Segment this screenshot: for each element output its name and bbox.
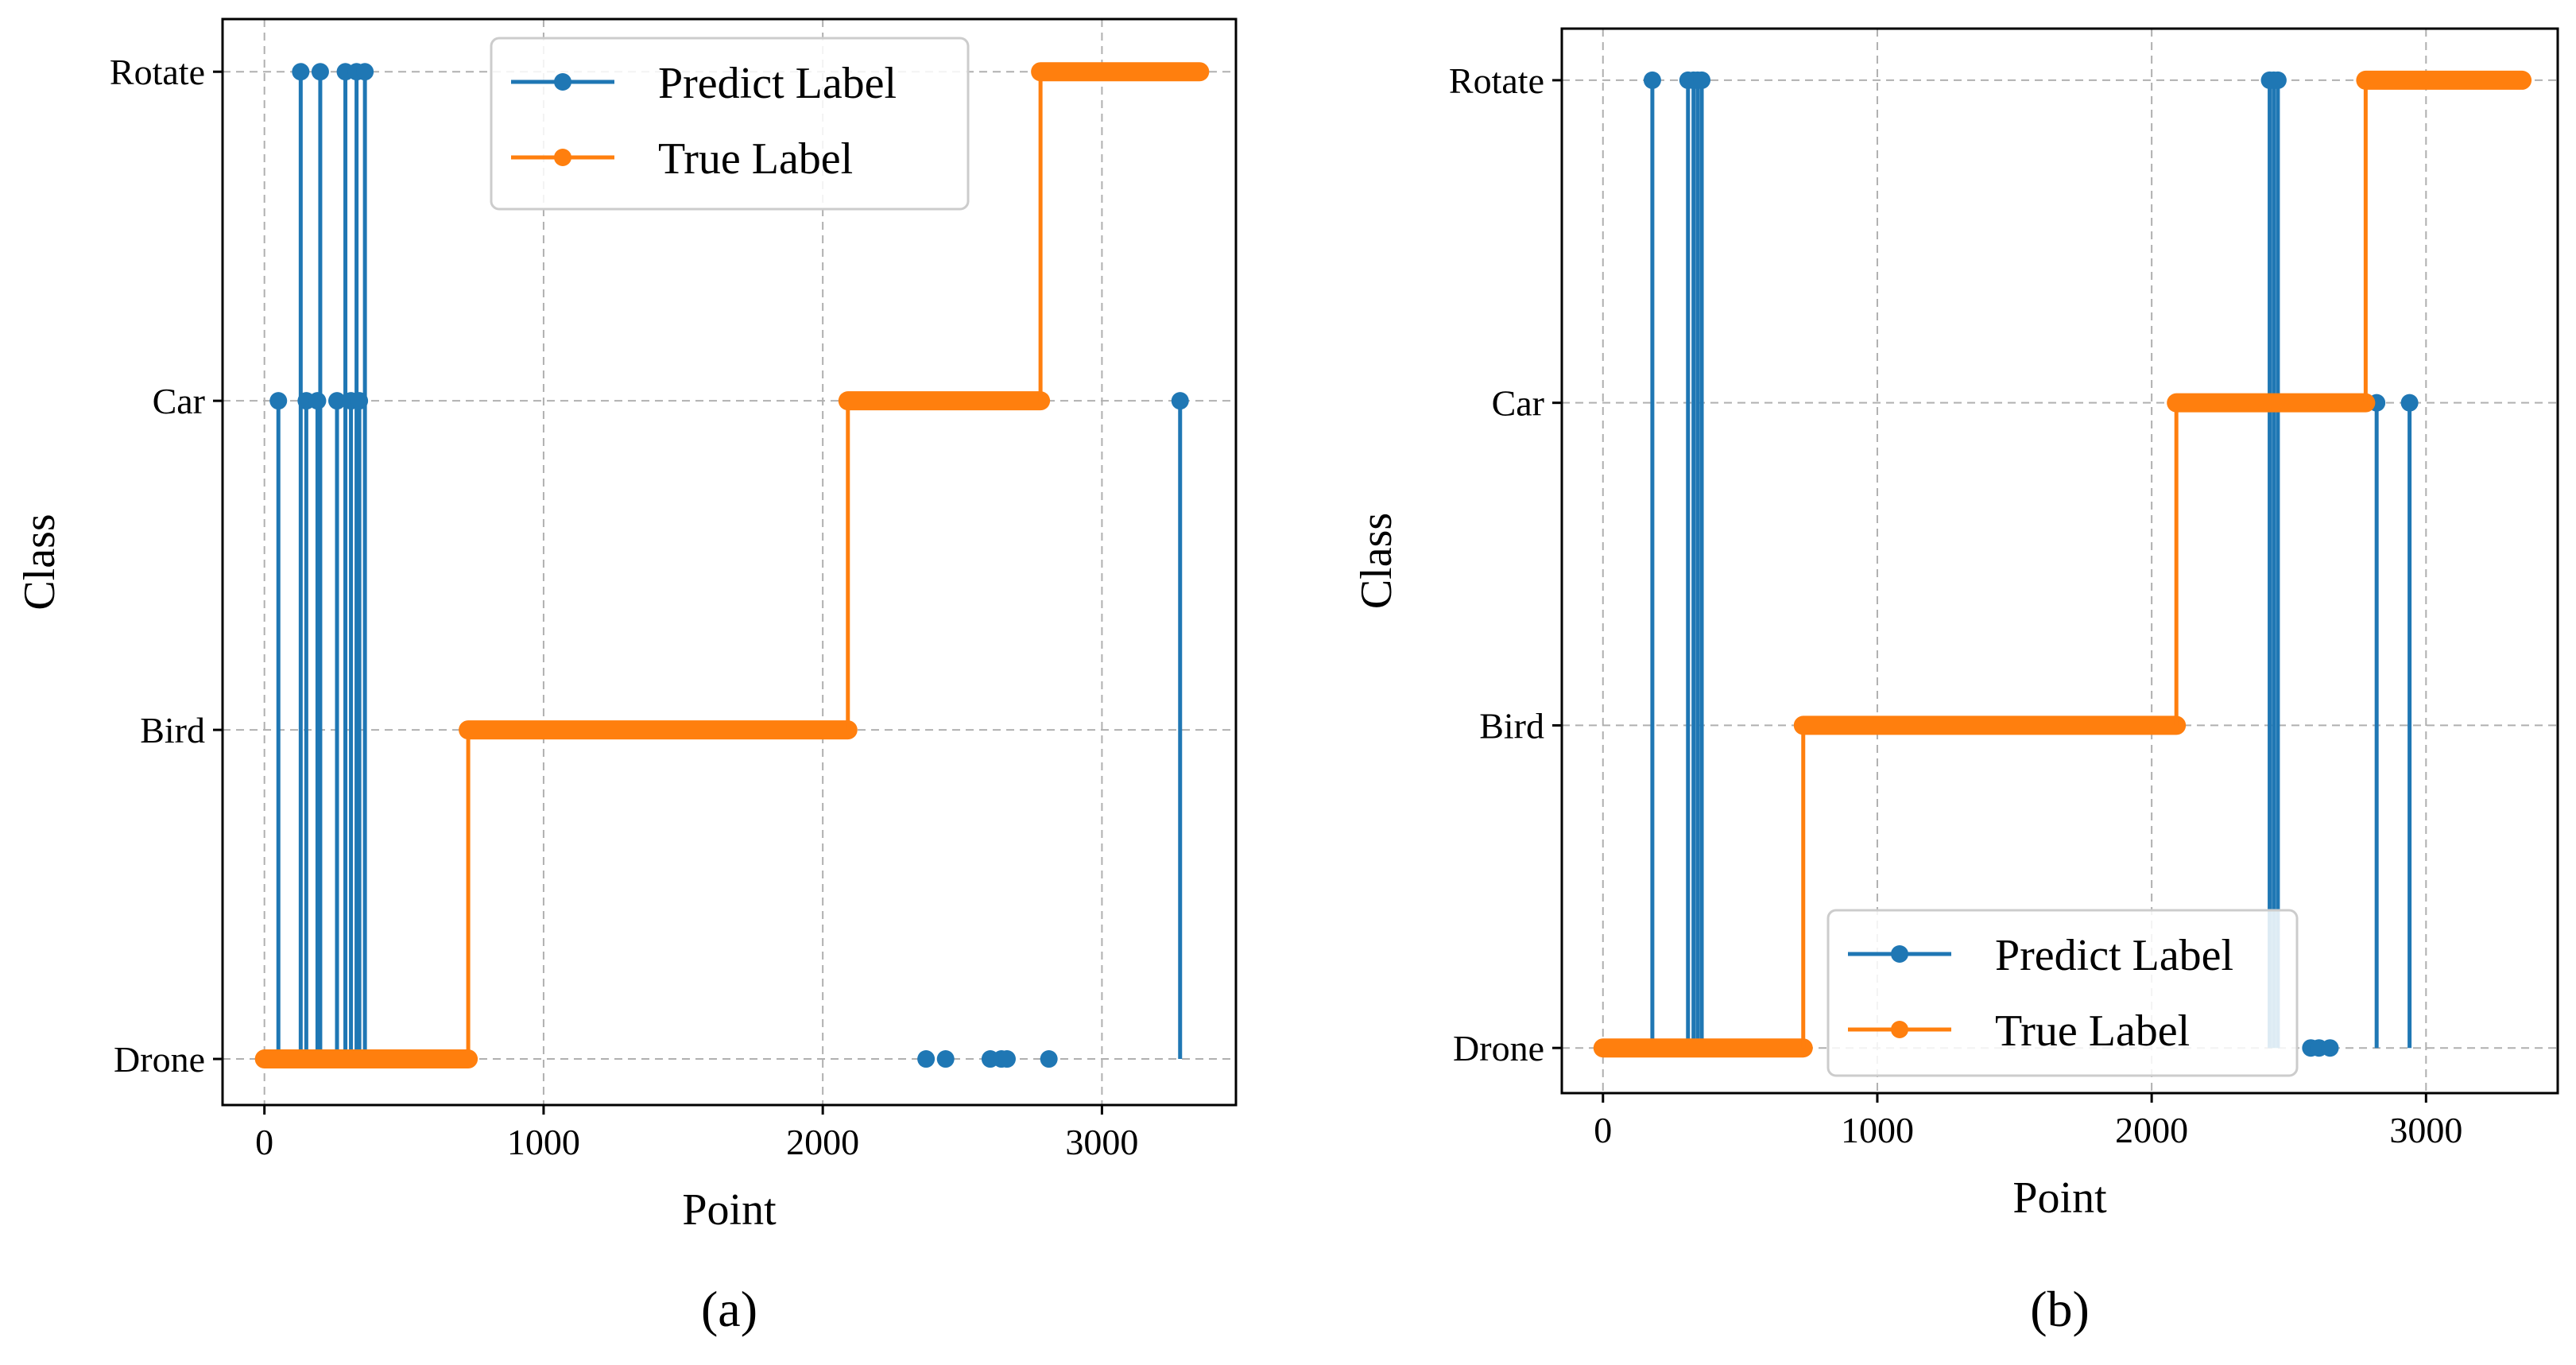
predict-marker (2400, 394, 2419, 412)
x-tick-label: 1000 (507, 1122, 580, 1162)
plot-frame (1560, 27, 2559, 1095)
predict-marker (1643, 71, 1661, 89)
legend: Predict Label True Label (1826, 909, 2299, 1077)
plot-area (1593, 70, 2532, 1058)
predict-marker (356, 63, 374, 81)
legend-true-marker (1891, 1021, 1908, 1038)
y-tick-label: Car (153, 381, 205, 421)
legend-box (1826, 909, 2299, 1077)
legend-predict-marker (554, 73, 571, 91)
legend-true-marker (554, 149, 571, 166)
x-tick-label: 0 (1594, 1110, 1612, 1150)
y-tick-label: Drone (114, 1039, 205, 1080)
x-tick-label: 1000 (1841, 1110, 1914, 1150)
panel-label: (b) (2030, 1281, 2090, 1337)
panel-b: 0 1000 2000 3000 Drone Bird Car Rotate Point Clas… (1352, 27, 2559, 1337)
y-tick-label: Car (1492, 383, 1544, 424)
legend-true-label: True Label (1995, 1006, 2190, 1056)
x-tick-label: 2000 (786, 1122, 859, 1162)
x-tick-label: 2000 (2115, 1110, 2188, 1150)
predict-marker (1693, 71, 1711, 89)
y-tick-label: Rotate (1449, 60, 1544, 101)
legend: Predict Label True Label (490, 37, 970, 211)
predict-marker (292, 63, 310, 81)
predict-marker (917, 1050, 935, 1068)
predict-marker (936, 1050, 955, 1068)
y-tick-label: Bird (140, 710, 205, 750)
predict-marker (2268, 71, 2287, 89)
predict-marker (351, 392, 369, 410)
predict-marker (311, 63, 329, 81)
x-tick-label: 0 (255, 1122, 273, 1162)
x-axis-title: Point (682, 1185, 777, 1235)
legend-predict-marker (1891, 945, 1908, 963)
y-axis-title: Class (1352, 513, 1401, 609)
y-axis-title: Class (15, 514, 64, 610)
legend-true-label: True Label (658, 134, 853, 184)
predict-marker (269, 392, 288, 410)
predict-marker (2321, 1039, 2339, 1057)
predict-marker (1040, 1050, 1058, 1068)
y-tick-label: Drone (1453, 1028, 1544, 1068)
plot-frame (221, 17, 1238, 1107)
plot-area (254, 62, 1210, 1069)
y-tick-label: Bird (1479, 705, 1544, 746)
x-tick-label: 3000 (1065, 1122, 1138, 1162)
predict-marker (328, 392, 347, 410)
legend-predict-label: Predict Label (1995, 931, 2233, 980)
x-axis-title: Point (2012, 1173, 2107, 1223)
legend-predict-label: Predict Label (658, 59, 897, 108)
predict-marker (997, 1050, 1016, 1068)
x-tick-label: 3000 (2389, 1110, 2462, 1150)
panel-a: 0 1000 2000 3000 Drone Bird Car Rotate Point Clas… (15, 17, 1238, 1337)
predict-marker (1171, 392, 1189, 410)
y-tick-label: Rotate (110, 52, 205, 92)
panel-label: (a) (701, 1281, 757, 1337)
predict-marker (308, 392, 327, 410)
